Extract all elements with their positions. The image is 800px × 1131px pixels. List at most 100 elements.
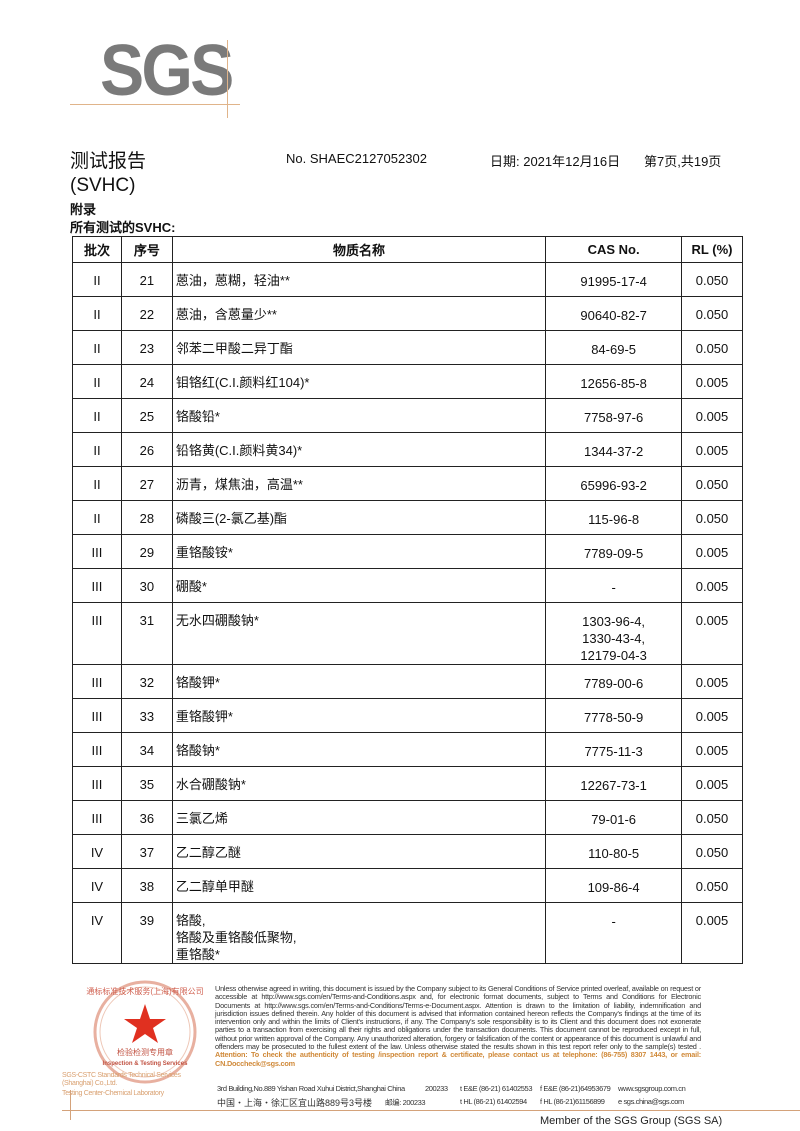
cell-batch-text: II (93, 511, 101, 526)
cell-no-text: 39 (139, 913, 155, 928)
cell-substance: 蒽油，含蒽量少** (171, 296, 547, 331)
cell-no: 39 (120, 902, 173, 964)
authenticity-notice: Attention: To check the authenticity of … (215, 1050, 701, 1068)
cell-rl: 0.005 (681, 902, 743, 964)
page-number: 第7页,共19页 (644, 154, 722, 169)
tel-ee: t E&E (86-21) 61402553 (460, 1084, 533, 1093)
cell-batch-text: III (91, 579, 103, 594)
cell-substance: 水合硼酸钠* (171, 766, 547, 801)
cell-batch: II (72, 466, 122, 501)
cell-no: 21 (120, 262, 173, 297)
cell-cas: 7789-09-5 (545, 534, 683, 569)
sgs-member-text: Member of the SGS Group (SGS SA) (540, 1115, 723, 1127)
cell-rl: 0.005 (681, 398, 743, 433)
footer-lab: Testing Center-Chemical Laboratory (62, 1090, 164, 1097)
cell-rl-text: 0.050 (695, 273, 729, 288)
cell-cas: - (545, 568, 683, 603)
cell-batch: III (72, 568, 122, 603)
sgs-logo: SGS (70, 31, 245, 120)
table-row: IV 38 乙二醇单甲醚 109-86-4 0.050 (72, 868, 743, 903)
report-subtitle: (SVHC) (70, 175, 136, 196)
cell-batch-text: III (91, 545, 103, 560)
column-header-substance: 物质名称 (171, 236, 547, 263)
cell-cas: 91995-17-4 (545, 262, 683, 297)
fax-hl: f HL (86-21)61156899 (540, 1097, 605, 1106)
cell-cas: 1303-96-4, 1330-43-4, 12179-04-3 (545, 602, 683, 665)
cell-rl-text: 0.050 (695, 811, 729, 826)
cell-no: 30 (120, 568, 173, 603)
table-row: II 25 铬酸铅* 7758-97-6 0.005 (72, 398, 743, 433)
cell-cas-text: - (611, 914, 616, 929)
cell-no-text: 28 (139, 511, 155, 526)
cell-cas-text: 7778-50-9 (583, 710, 644, 725)
cell-substance: 三氯乙烯 (171, 800, 547, 835)
cell-cas-text: 7775-11-3 (584, 744, 643, 759)
table-row: III 33 重铬酸钾* 7778-50-9 0.005 (72, 698, 743, 733)
cell-cas: 109-86-4 (545, 868, 683, 903)
cell-no: 27 (120, 466, 173, 501)
stamp-ring (93, 980, 197, 1084)
cell-cas-text: 109-86-4 (587, 880, 640, 895)
cell-cas-text: 65996-93-2 (580, 478, 647, 493)
cell-rl-text: 0.050 (695, 879, 729, 894)
cell-batch: IV (72, 834, 122, 869)
cell-substance-text: 无水四硼酸钠* (175, 613, 259, 628)
tel-hl: t HL (86-21) 61402594 (460, 1097, 527, 1106)
email-link[interactable]: e sgs.china@sgs.com (618, 1097, 684, 1106)
table-row: III 31 无水四硼酸钠* 1303-96-4, 1330-43-4, 12179-04… (72, 602, 743, 665)
cell-batch-text: II (93, 307, 101, 322)
cell-rl-text: 0.050 (695, 341, 729, 356)
cell-cas: 79-01-6 (545, 800, 683, 835)
cell-rl-text: 0.005 (695, 375, 729, 390)
cell-cas-text: 12267-73-1 (580, 778, 647, 793)
cell-substance: 乙二醇单甲醚 (171, 868, 547, 903)
cell-no: 38 (120, 868, 173, 903)
cell-substance-text: 三氯乙烯 (175, 811, 228, 826)
cell-no-text: 37 (139, 845, 155, 860)
cell-no-text: 29 (139, 545, 155, 560)
cell-batch-text: III (91, 709, 103, 724)
cell-substance: 重铬酸钾* (171, 698, 547, 733)
cell-no: 25 (120, 398, 173, 433)
cell-substance: 沥青，煤焦油，高温** (171, 466, 547, 501)
cell-batch-text: III (91, 613, 103, 628)
cell-no: 33 (120, 698, 173, 733)
cell-rl: 0.005 (681, 698, 743, 733)
legal-text: Unless otherwise agreed in writing, this… (215, 984, 701, 1052)
cell-no-text: 25 (139, 409, 155, 424)
cell-substance: 铬酸, 铬酸及重铬酸低聚物, 重铬酸* (171, 902, 547, 964)
cell-rl: 0.005 (681, 664, 743, 699)
table-row: II 24 钼铬红(C.I.颜料红104)* 12656-85-8 0.005 (72, 364, 743, 399)
website-link[interactable]: www.sgsgroup.com.cn (618, 1084, 686, 1093)
cell-batch: III (72, 602, 122, 665)
cell-substance-text: 水合硼酸钠* (175, 777, 246, 792)
cell-rl: 0.005 (681, 364, 743, 399)
cell-cas: 7789-00-6 (545, 664, 683, 699)
cell-no: 24 (120, 364, 173, 399)
cell-batch-text: II (93, 477, 101, 492)
cell-batch: II (72, 364, 122, 399)
logo-horizontal-line (70, 104, 240, 105)
cell-cas-text: 115-96-8 (588, 512, 640, 527)
cell-rl: 0.050 (681, 262, 743, 297)
postcode-en: 200233 (425, 1084, 448, 1093)
cell-no-text: 27 (139, 477, 155, 492)
cell-batch: III (72, 766, 122, 801)
cell-substance-text: 铬酸铅* (175, 409, 220, 424)
cell-cas-text: 7789-00-6 (583, 676, 644, 691)
column-header-batch: 批次 (72, 236, 122, 263)
cell-batch: III (72, 664, 122, 699)
legal-disclaimer: Unless otherwise agreed in writing, this… (215, 984, 701, 1068)
cell-batch: IV (72, 902, 122, 964)
logo-vertical-line (227, 40, 228, 118)
cell-cas: 7775-11-3 (545, 732, 683, 767)
cell-cas-text: 90640-82-7 (580, 308, 647, 323)
cell-rl: 0.005 (681, 602, 743, 665)
cell-rl: 0.005 (681, 568, 743, 603)
cell-rl-text: 0.050 (695, 511, 729, 526)
cell-substance-text: 铅铬黄(C.I.颜料黄34)* (175, 443, 303, 458)
cell-substance: 铬酸钠* (171, 732, 547, 767)
cell-substance: 铅铬黄(C.I.颜料黄34)* (171, 432, 547, 467)
cell-cas-text: 7758-97-6 (583, 410, 644, 425)
cell-substance: 蒽油，蒽糊，轻油** (171, 262, 547, 297)
